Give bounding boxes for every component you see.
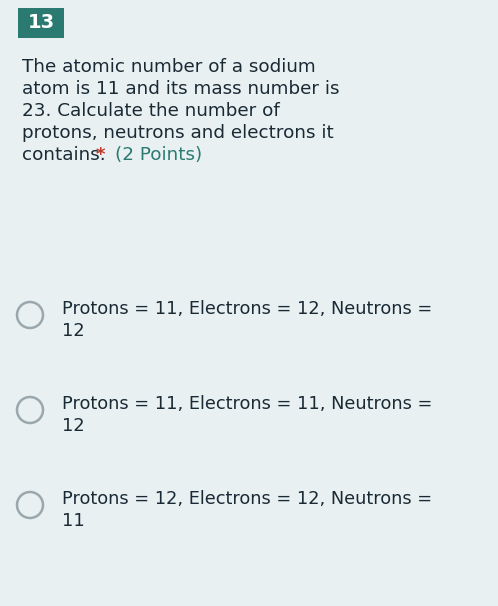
Text: The atomic number of a sodium: The atomic number of a sodium bbox=[22, 58, 316, 76]
Circle shape bbox=[17, 492, 43, 518]
Circle shape bbox=[17, 302, 43, 328]
Text: *: * bbox=[96, 146, 112, 164]
Text: Protons = 12, Electrons = 12, Neutrons =: Protons = 12, Electrons = 12, Neutrons = bbox=[62, 490, 432, 508]
Text: (2 Points): (2 Points) bbox=[115, 146, 202, 164]
Text: Protons = 11, Electrons = 11, Neutrons =: Protons = 11, Electrons = 11, Neutrons = bbox=[62, 395, 432, 413]
Circle shape bbox=[17, 397, 43, 423]
Text: 12: 12 bbox=[62, 322, 85, 340]
Text: 12: 12 bbox=[62, 417, 85, 435]
Text: 13: 13 bbox=[27, 13, 55, 33]
Text: Protons = 11, Electrons = 12, Neutrons =: Protons = 11, Electrons = 12, Neutrons = bbox=[62, 300, 432, 318]
Text: protons, neutrons and electrons it: protons, neutrons and electrons it bbox=[22, 124, 334, 142]
FancyBboxPatch shape bbox=[18, 8, 64, 38]
Text: contains.: contains. bbox=[22, 146, 106, 164]
Text: 23. Calculate the number of: 23. Calculate the number of bbox=[22, 102, 280, 120]
Text: 11: 11 bbox=[62, 512, 85, 530]
Text: atom is 11 and its mass number is: atom is 11 and its mass number is bbox=[22, 80, 340, 98]
